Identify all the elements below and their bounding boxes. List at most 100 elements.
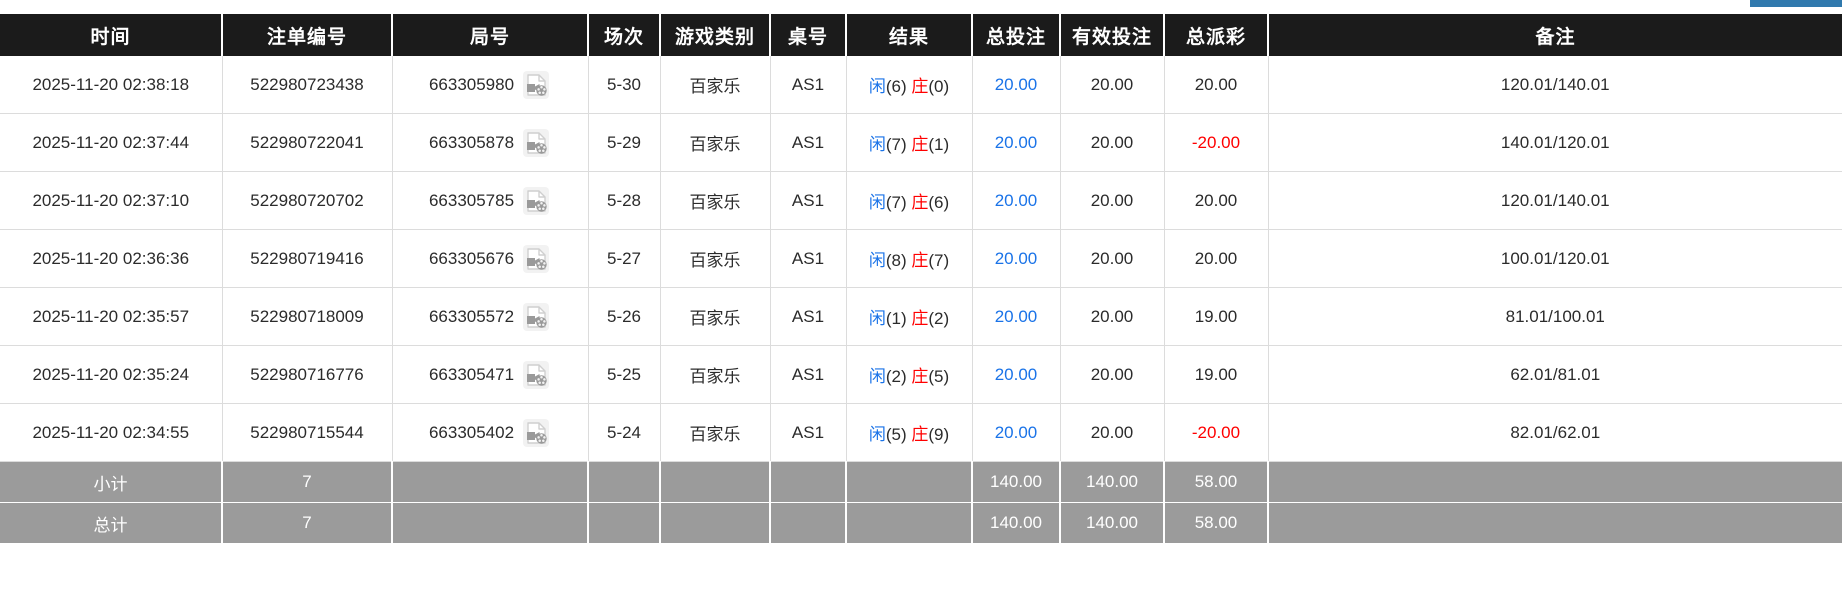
cell-valid-stake: 20.00 bbox=[1060, 345, 1165, 404]
cell-remark: 120.01/140.01 bbox=[1268, 56, 1842, 114]
video-replay-icon[interactable] bbox=[521, 243, 551, 275]
cell-payout: 20.00 bbox=[1164, 56, 1269, 114]
payout-amount: 20.00 bbox=[1194, 74, 1238, 94]
cell-table-no: AS1 bbox=[770, 345, 847, 404]
summary-table-no bbox=[770, 461, 847, 503]
table-row[interactable]: 2025-11-20 02:36:36 522980719416 663305676… bbox=[0, 229, 1842, 288]
game-no-text: 663305878 bbox=[428, 132, 515, 152]
video-replay-icon[interactable] bbox=[521, 359, 551, 391]
cell-payout: 20.00 bbox=[1164, 229, 1269, 288]
table-no-text: AS1 bbox=[791, 132, 825, 152]
cell-result: 闲(1) 庄(2) bbox=[846, 287, 973, 346]
payout-amount: 20.00 bbox=[1194, 248, 1238, 268]
valid-stake-amount: 20.00 bbox=[1090, 74, 1134, 94]
cell-time: 2025-11-20 02:37:44 bbox=[0, 113, 223, 172]
result-banker: 庄(1) bbox=[911, 135, 950, 154]
video-replay-icon[interactable] bbox=[521, 69, 551, 101]
table-row[interactable]: 2025-11-20 02:37:44 522980722041 663305878… bbox=[0, 113, 1842, 172]
result-player: 闲(8) bbox=[868, 251, 907, 270]
cell-bet-no: 522980715544 bbox=[222, 403, 393, 462]
remark-text: 140.01/120.01 bbox=[1500, 132, 1610, 152]
column-header-remark[interactable]: 备注 bbox=[1268, 14, 1842, 56]
cell-round: 5-29 bbox=[588, 113, 661, 172]
bet-records-table: 时间 注单编号 局号 场次 游戏类别 桌号 结果 总投注 有效投注 总派彩 备注… bbox=[0, 14, 1842, 543]
cell-game-type: 百家乐 bbox=[660, 113, 771, 172]
game-no-text: 663305471 bbox=[428, 364, 515, 384]
column-header-valid-stake[interactable]: 有效投注 bbox=[1060, 14, 1165, 56]
cell-game-no: 663305785 bbox=[392, 171, 589, 230]
stake-amount: 20.00 bbox=[994, 190, 1038, 210]
cell-time: 2025-11-20 02:38:18 bbox=[0, 56, 223, 114]
round-text: 5-28 bbox=[606, 190, 642, 210]
cell-result: 闲(6) 庄(0) bbox=[846, 56, 973, 114]
summary-round bbox=[588, 461, 661, 503]
cell-game-type: 百家乐 bbox=[660, 287, 771, 346]
valid-stake-amount: 20.00 bbox=[1090, 132, 1134, 152]
result-player: 闲(5) bbox=[868, 425, 907, 444]
round-text: 5-25 bbox=[606, 364, 642, 384]
summary-round bbox=[588, 502, 661, 543]
summary-valid-stake: 140.00 bbox=[1060, 502, 1165, 543]
column-header-time[interactable]: 时间 bbox=[0, 14, 223, 56]
cell-round: 5-25 bbox=[588, 345, 661, 404]
cell-table-no: AS1 bbox=[770, 287, 847, 346]
round-text: 5-24 bbox=[606, 422, 642, 442]
cell-table-no: AS1 bbox=[770, 403, 847, 462]
cell-stake: 20.00 bbox=[972, 287, 1061, 346]
column-header-game-no[interactable]: 局号 bbox=[392, 14, 589, 56]
game-type-text: 百家乐 bbox=[689, 309, 741, 328]
table-row[interactable]: 2025-11-20 02:34:55 522980715544 663305402… bbox=[0, 403, 1842, 462]
cell-time: 2025-11-20 02:35:24 bbox=[0, 345, 223, 404]
column-header-bet-no[interactable]: 注单编号 bbox=[222, 14, 393, 56]
column-header-game-type[interactable]: 游戏类别 bbox=[660, 14, 771, 56]
cell-bet-no: 522980722041 bbox=[222, 113, 393, 172]
cell-valid-stake: 20.00 bbox=[1060, 56, 1165, 114]
table-no-text: AS1 bbox=[791, 74, 825, 94]
table-row[interactable]: 2025-11-20 02:38:18 522980723438 663305980… bbox=[0, 56, 1842, 114]
bet-no-text: 522980722041 bbox=[250, 132, 364, 152]
video-replay-icon[interactable] bbox=[521, 127, 551, 159]
bet-time-text: 2025-11-20 02:34:55 bbox=[32, 422, 190, 442]
cell-valid-stake: 20.00 bbox=[1060, 113, 1165, 172]
cell-game-no: 663305402 bbox=[392, 403, 589, 462]
remark-text: 62.01/81.01 bbox=[1510, 364, 1601, 384]
video-replay-icon[interactable] bbox=[521, 185, 551, 217]
stake-amount: 20.00 bbox=[994, 248, 1038, 268]
summary-label: 总计 bbox=[0, 502, 223, 543]
remark-text: 81.01/100.01 bbox=[1505, 306, 1605, 326]
bet-time-text: 2025-11-20 02:37:10 bbox=[32, 190, 190, 210]
column-header-stake[interactable]: 总投注 bbox=[972, 14, 1061, 56]
cell-stake: 20.00 bbox=[972, 345, 1061, 404]
cell-valid-stake: 20.00 bbox=[1060, 287, 1165, 346]
cell-valid-stake: 20.00 bbox=[1060, 403, 1165, 462]
round-text: 5-29 bbox=[606, 132, 642, 152]
table-row[interactable]: 2025-11-20 02:35:57 522980718009 663305572… bbox=[0, 287, 1842, 346]
bet-time-text: 2025-11-20 02:35:57 bbox=[32, 306, 190, 326]
cell-stake: 20.00 bbox=[972, 229, 1061, 288]
summary-game-no bbox=[392, 461, 589, 503]
bet-no-text: 522980719416 bbox=[250, 248, 364, 268]
valid-stake-amount: 20.00 bbox=[1090, 306, 1134, 326]
game-type-text: 百家乐 bbox=[689, 135, 741, 154]
summary-result bbox=[846, 502, 973, 543]
table-row[interactable]: 2025-11-20 02:35:24 522980716776 663305471… bbox=[0, 345, 1842, 404]
cell-valid-stake: 20.00 bbox=[1060, 171, 1165, 230]
cell-stake: 20.00 bbox=[972, 56, 1061, 114]
column-header-payout[interactable]: 总派彩 bbox=[1164, 14, 1269, 56]
column-header-round[interactable]: 场次 bbox=[588, 14, 661, 56]
cell-result: 闲(7) 庄(6) bbox=[846, 171, 973, 230]
column-header-table-no[interactable]: 桌号 bbox=[770, 14, 847, 56]
video-replay-icon[interactable] bbox=[521, 417, 551, 449]
video-replay-icon[interactable] bbox=[521, 301, 551, 333]
table-row[interactable]: 2025-11-20 02:37:10 522980720702 663305785… bbox=[0, 171, 1842, 230]
remark-text: 120.01/140.01 bbox=[1500, 190, 1610, 210]
column-header-result[interactable]: 结果 bbox=[846, 14, 973, 56]
table-header: 时间 注单编号 局号 场次 游戏类别 桌号 结果 总投注 有效投注 总派彩 备注 bbox=[0, 14, 1842, 56]
game-type-text: 百家乐 bbox=[689, 193, 741, 212]
valid-stake-amount: 20.00 bbox=[1090, 364, 1134, 384]
bet-no-text: 522980716776 bbox=[250, 364, 364, 384]
payout-amount: -20.00 bbox=[1191, 422, 1241, 442]
game-no-text: 663305402 bbox=[428, 422, 515, 442]
cell-remark: 120.01/140.01 bbox=[1268, 171, 1842, 230]
